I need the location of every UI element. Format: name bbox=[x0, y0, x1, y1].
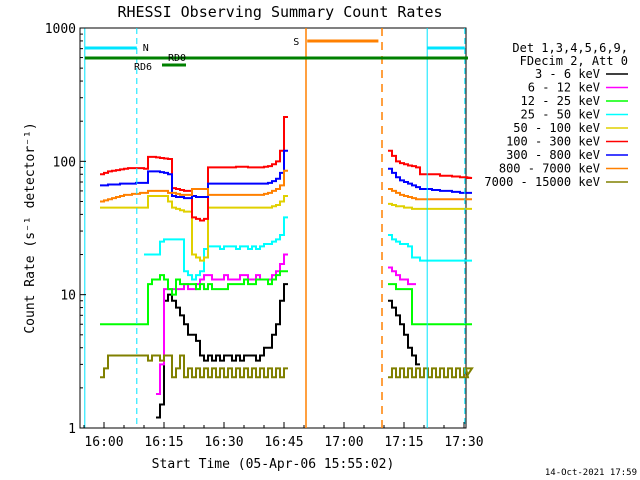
rd0-label: RD0 bbox=[168, 53, 186, 64]
y-tick-label: 1000 bbox=[45, 22, 76, 37]
series-2 bbox=[100, 270, 472, 326]
x-tick-label: 17:15 bbox=[384, 435, 423, 450]
legend-entry: 3 - 6 keV bbox=[535, 67, 600, 81]
series-line bbox=[100, 149, 288, 200]
x-tick-label: 17:30 bbox=[444, 435, 483, 450]
x-tick-label: 16:45 bbox=[264, 435, 303, 450]
legend-header-2: FDecim 2, Att 0 bbox=[520, 54, 628, 68]
series-line bbox=[100, 116, 288, 222]
legend-entry: 6 - 12 keV bbox=[528, 81, 600, 95]
series-line bbox=[388, 188, 472, 201]
series-layer bbox=[100, 116, 474, 419]
series-line bbox=[100, 169, 288, 203]
chart-title: RHESSI Observing Summary Count Rates bbox=[117, 3, 442, 21]
series-line bbox=[388, 202, 472, 210]
series-line bbox=[100, 194, 288, 262]
x-tick-label: 17:00 bbox=[324, 435, 363, 450]
y-tick-label: 10 bbox=[60, 289, 76, 304]
x-axis-ticks: 16:00 16:15 16:30 16:45 17:00 17:15 17:30 bbox=[83, 422, 484, 450]
series-line bbox=[388, 149, 473, 179]
series-line bbox=[156, 283, 288, 419]
x-tick-label: 16:15 bbox=[144, 435, 183, 450]
series-8 bbox=[100, 354, 474, 379]
series-1 bbox=[156, 253, 416, 395]
y-tick-label: 100 bbox=[53, 155, 76, 170]
series-5 bbox=[100, 116, 473, 222]
y-axis-ticks: 1 10 100 1000 bbox=[45, 22, 86, 437]
legend: Det 1,3,4,5,6,9, FDecim 2, Att 0 3 - 6 k… bbox=[484, 41, 628, 189]
legend-entry: 12 - 25 keV bbox=[521, 94, 600, 108]
series-line bbox=[388, 299, 420, 366]
x-axis-label: Start Time (05-Apr-06 15:55:02) bbox=[152, 457, 395, 472]
sunlight-label: S bbox=[293, 37, 299, 48]
x-tick-label: 16:30 bbox=[204, 435, 243, 450]
series-0 bbox=[156, 283, 420, 419]
series-line bbox=[156, 253, 288, 395]
series-line bbox=[100, 270, 288, 326]
rd6-label: RD6 bbox=[134, 62, 152, 73]
series-line bbox=[388, 234, 472, 262]
legend-entry: 300 - 800 keV bbox=[506, 148, 600, 162]
legend-entry: 25 - 50 keV bbox=[521, 108, 600, 122]
y-tick-label: 1 bbox=[68, 422, 76, 437]
series-line bbox=[100, 354, 288, 379]
series-line bbox=[388, 266, 416, 286]
night-label: N bbox=[143, 43, 149, 54]
legend-entry: 100 - 300 keV bbox=[506, 135, 600, 149]
series-6 bbox=[100, 149, 472, 200]
series-line bbox=[144, 216, 288, 281]
series-4 bbox=[100, 194, 472, 262]
series-line bbox=[388, 167, 472, 194]
footer-date: 14-Oct-2021 17:59 bbox=[545, 468, 637, 478]
series-7 bbox=[100, 169, 472, 203]
legend-entry: 7000 - 15000 keV bbox=[484, 175, 600, 189]
plot-frame bbox=[79, 27, 467, 429]
legend-entry: 50 - 100 keV bbox=[513, 121, 600, 135]
series-line bbox=[388, 367, 474, 379]
legend-header-1: Det 1,3,4,5,6,9, bbox=[512, 41, 628, 55]
marker-layer: N S RD6 RD0 bbox=[84, 28, 468, 428]
x-tick-label: 16:00 bbox=[84, 435, 123, 450]
legend-entry: 800 - 7000 keV bbox=[499, 162, 600, 176]
series-line bbox=[388, 283, 472, 326]
y-axis-label: Count Rate (s⁻¹ detector⁻¹) bbox=[23, 122, 38, 333]
series-3 bbox=[144, 216, 472, 281]
